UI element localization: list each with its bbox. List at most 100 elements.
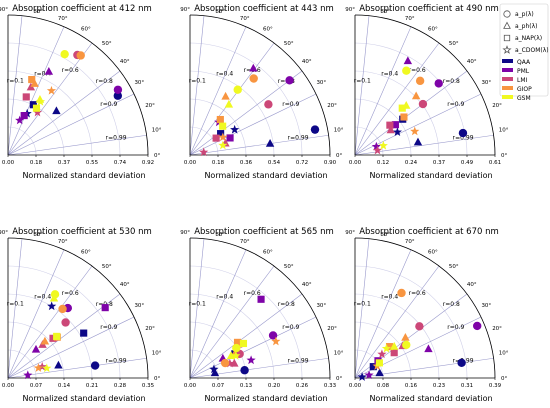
point-lmi-a-p (264, 100, 273, 109)
angle-tick: 60° (263, 27, 273, 33)
panel-title: Absorption coefficient at 565 nm (194, 227, 334, 237)
correlation-label: r=0.1 (7, 301, 24, 308)
correlation-label: r=0.9 (447, 101, 464, 108)
point-lmi-a-p (415, 322, 424, 331)
x-tick-label: 0.37 (58, 160, 71, 166)
point-gsm-a-cdom (231, 350, 241, 360)
angle-tick: 40° (302, 59, 312, 65)
angle-tick: 80° (33, 232, 43, 238)
x-tick-label: 0.00 (349, 160, 362, 166)
point-qaa-a-ph (52, 106, 61, 115)
correlation-label: r=0.8 (443, 78, 460, 85)
correlation-line (354, 70, 468, 156)
angle-tick: 80° (380, 232, 390, 238)
std-arc (7, 265, 121, 379)
point-giop-a-cdom (218, 132, 228, 142)
correlation-line (189, 249, 247, 379)
x-tick-label: 0.90 (324, 160, 337, 166)
angle-tick: 10° (334, 128, 344, 134)
angle-tick: 70° (240, 239, 250, 245)
point-lmi-a-ph (386, 125, 395, 134)
std-arc (354, 237, 496, 379)
std-arc (189, 14, 331, 156)
point-pml-a-cdom (364, 370, 374, 380)
point-qaa-a-p (458, 128, 468, 138)
angle-tick: 50° (102, 264, 112, 270)
point-gsm-a-cdom (381, 343, 392, 353)
correlation-line (7, 42, 93, 156)
angle-tick: 70° (58, 16, 68, 22)
correlation-label: r=0.1 (189, 78, 206, 85)
correlation-label: r=0.1 (189, 301, 206, 308)
point-gsm-a-ph (224, 99, 234, 108)
point-pml-a-nap (226, 134, 234, 142)
angle-tick: 0° (336, 376, 342, 382)
correlation-line (354, 42, 440, 156)
x-axis-label: Normalized standard deviation (204, 394, 327, 403)
std-arc (7, 237, 149, 379)
point-gsm-a-p (402, 340, 411, 350)
correlation-label: r=0.4 (34, 70, 51, 77)
angle-tick: 90° (180, 7, 190, 13)
taylor-panel-4: Absorption coefficient at 530 nm r=0.1 r=0… (0, 227, 162, 403)
angle-tick: 50° (102, 41, 112, 47)
point-gsm-a-cdom (35, 96, 46, 106)
point-pml-a-ph (249, 63, 258, 72)
legend-model-label: LMI (517, 77, 528, 84)
point-gsm-a-p (402, 66, 411, 75)
correlation-line (7, 70, 121, 156)
taylor-panel-6: Absorption coefficient at 670 nm r=0.1 r=0… (345, 227, 509, 403)
legend-label: a_CDOM(λ) (515, 47, 549, 54)
correlation-label: r=0.4 (34, 293, 51, 300)
std-arc (7, 70, 93, 156)
x-tick-label: 0.31 (461, 383, 473, 389)
legend-swatch-gsm (502, 95, 513, 99)
x-tick-label: 0.20 (268, 383, 281, 389)
correlation-line (189, 15, 205, 156)
correlation-line (189, 265, 275, 379)
correlation-line (354, 265, 440, 379)
correlation-label: r=0.4 (381, 293, 398, 300)
correlation-label: r=0.4 (216, 293, 233, 300)
x-axis-label: Normalized standard deviation (369, 171, 492, 180)
outer-arc (189, 14, 331, 156)
angle-tick: 40° (467, 59, 477, 65)
angle-tick: 80° (33, 9, 43, 15)
angle-tick: 30° (316, 80, 326, 86)
taylor-panel-3: Absorption coefficient at 490 nm r=0.1 r=0… (345, 4, 509, 180)
std-arc (354, 293, 440, 379)
point-lmi-a-cdom (199, 147, 209, 157)
angle-tick: 10° (334, 351, 344, 357)
angle-tick: 10° (152, 128, 162, 134)
correlation-line (7, 26, 65, 156)
x-tick-label: 0.08 (377, 383, 390, 389)
std-arc (354, 98, 412, 156)
point-giop-a-p (58, 304, 67, 314)
correlation-label: r=0.4 (381, 70, 398, 77)
x-tick-label: 0.00 (184, 383, 197, 389)
angle-tick: 20° (327, 326, 337, 332)
point-giop-a-p (76, 51, 85, 60)
std-arc (7, 293, 93, 379)
outer-arc (7, 14, 149, 156)
point-qaa-a-ph (210, 368, 220, 377)
point-lmi-a-nap (386, 121, 394, 129)
point-giop-a-nap (216, 115, 224, 124)
point-giop-a-ph (411, 91, 421, 100)
taylor-panel-2: Absorption coefficient at 443 nm r=0.1 r=0… (180, 4, 344, 180)
panel-title: Absorption coefficient at 443 nm (194, 4, 334, 14)
point-pml-a-nap (257, 295, 265, 303)
angle-tick: 0° (501, 153, 507, 159)
point-qaa-a-ph (265, 138, 275, 147)
point-pml-a-ph (44, 67, 54, 75)
legend-swatch-giop (502, 86, 513, 90)
outer-arc (7, 237, 149, 379)
correlation-line (354, 249, 412, 379)
legend-model-label: GSM (517, 95, 531, 102)
correlation-label: r=0.8 (278, 301, 295, 308)
x-tick-label: 0.00 (349, 383, 362, 389)
x-tick-label: 0.16 (405, 383, 418, 389)
std-arc (189, 237, 331, 379)
correlation-label: r=0.9 (447, 324, 464, 331)
angle-tick: 40° (302, 282, 312, 288)
